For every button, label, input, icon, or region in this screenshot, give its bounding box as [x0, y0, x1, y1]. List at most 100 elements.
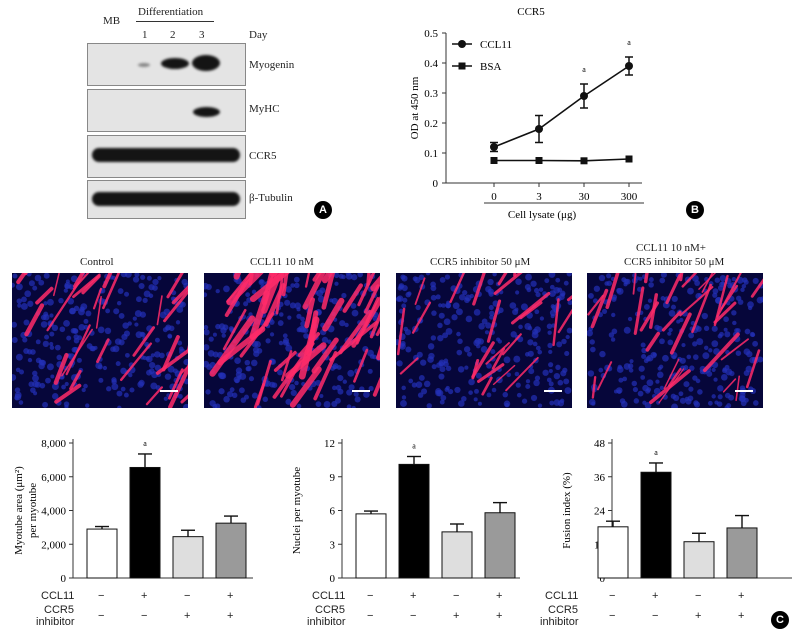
myotube [61, 328, 93, 377]
nucleus [553, 372, 561, 380]
nucleus [97, 326, 105, 334]
myotube [145, 386, 163, 406]
nucleus [164, 373, 172, 380]
nucleus [251, 392, 259, 399]
nucleus [486, 392, 492, 398]
nucleus [750, 332, 756, 338]
myotube [665, 273, 682, 305]
nucleus [43, 273, 50, 279]
nucleus [703, 325, 710, 331]
myotube [168, 363, 188, 408]
nucleus [68, 284, 75, 290]
myotube [370, 275, 380, 292]
nucleus [717, 394, 723, 400]
myotube [510, 291, 551, 325]
myotube [486, 299, 502, 343]
bar [215, 522, 247, 579]
nucleus [480, 346, 488, 353]
myotube [472, 273, 486, 306]
nucleus [650, 351, 657, 359]
nucleus [401, 275, 408, 282]
nucleus [285, 344, 293, 352]
nucleus [23, 348, 30, 354]
nucleus [124, 273, 132, 278]
nucleus [611, 296, 617, 302]
legend-marker [458, 40, 466, 48]
nucleus [688, 386, 694, 392]
nucleus [351, 309, 359, 317]
nucleus [490, 349, 496, 355]
nucleus [746, 350, 753, 358]
panel-a-badge: A [314, 201, 332, 219]
nucleus [123, 330, 131, 337]
nucleus [588, 292, 594, 299]
nucleus [83, 318, 89, 324]
nucleus [218, 372, 223, 378]
row-label-ccl11: CCL11 [545, 590, 579, 602]
nucleus [560, 292, 566, 297]
ccr5-sign: − [141, 610, 148, 622]
nucleus [548, 381, 554, 387]
myotube [587, 294, 605, 316]
nucleus [485, 322, 492, 329]
nucleus [279, 312, 284, 317]
nucleus [346, 404, 352, 408]
y-tick-label: 0.5 [424, 28, 438, 40]
nucleus [753, 400, 759, 406]
nucleus [239, 373, 247, 380]
nucleus [19, 369, 25, 375]
nucleus [439, 277, 446, 283]
nucleus [454, 386, 461, 394]
nucleus [289, 302, 296, 309]
nucleus [175, 320, 181, 325]
nucleus [458, 400, 465, 407]
myotube [222, 308, 247, 351]
nucleus [76, 357, 82, 363]
nucleus [412, 276, 418, 282]
nucleus [547, 342, 553, 349]
nucleus [32, 370, 38, 377]
nucleus [154, 351, 161, 358]
ccl11-sign: + [652, 590, 659, 602]
nucleus [332, 385, 337, 391]
nucleus [337, 374, 344, 382]
nucleus [564, 350, 570, 357]
myotube [639, 301, 660, 332]
nucleus [405, 346, 412, 353]
myotube [632, 273, 637, 295]
nucleus [110, 346, 116, 352]
nucleus [163, 396, 168, 401]
nucleus [177, 340, 183, 346]
nucleus [49, 331, 55, 337]
nucleus [282, 333, 288, 339]
nucleus [668, 309, 676, 317]
nucleus [102, 365, 108, 371]
blot-myhc [87, 89, 246, 132]
nucleus [435, 294, 441, 300]
nucleus [425, 273, 431, 276]
myotube [289, 366, 322, 408]
nucleus [623, 326, 631, 334]
nucleus [608, 332, 615, 338]
nucleus [525, 379, 531, 384]
myotube [226, 273, 253, 303]
nucleus [423, 380, 431, 388]
image-label-combo-1: CCL11 10 nM+ [636, 242, 706, 254]
nucleus [726, 403, 732, 408]
nucleus [616, 288, 622, 294]
nucleus [89, 345, 95, 352]
nucleus [132, 276, 140, 283]
nucleus [633, 398, 640, 404]
myotube [321, 273, 335, 310]
nucleus [564, 387, 572, 394]
nucleus [488, 305, 494, 311]
nucleus [47, 298, 54, 306]
nucleus [332, 364, 338, 370]
nucleus [632, 387, 638, 393]
nucleus [502, 391, 509, 398]
nucleus [372, 316, 378, 322]
nucleus [40, 321, 48, 328]
nucleus [474, 388, 479, 394]
nucleus [136, 296, 142, 303]
myotube [491, 347, 506, 370]
